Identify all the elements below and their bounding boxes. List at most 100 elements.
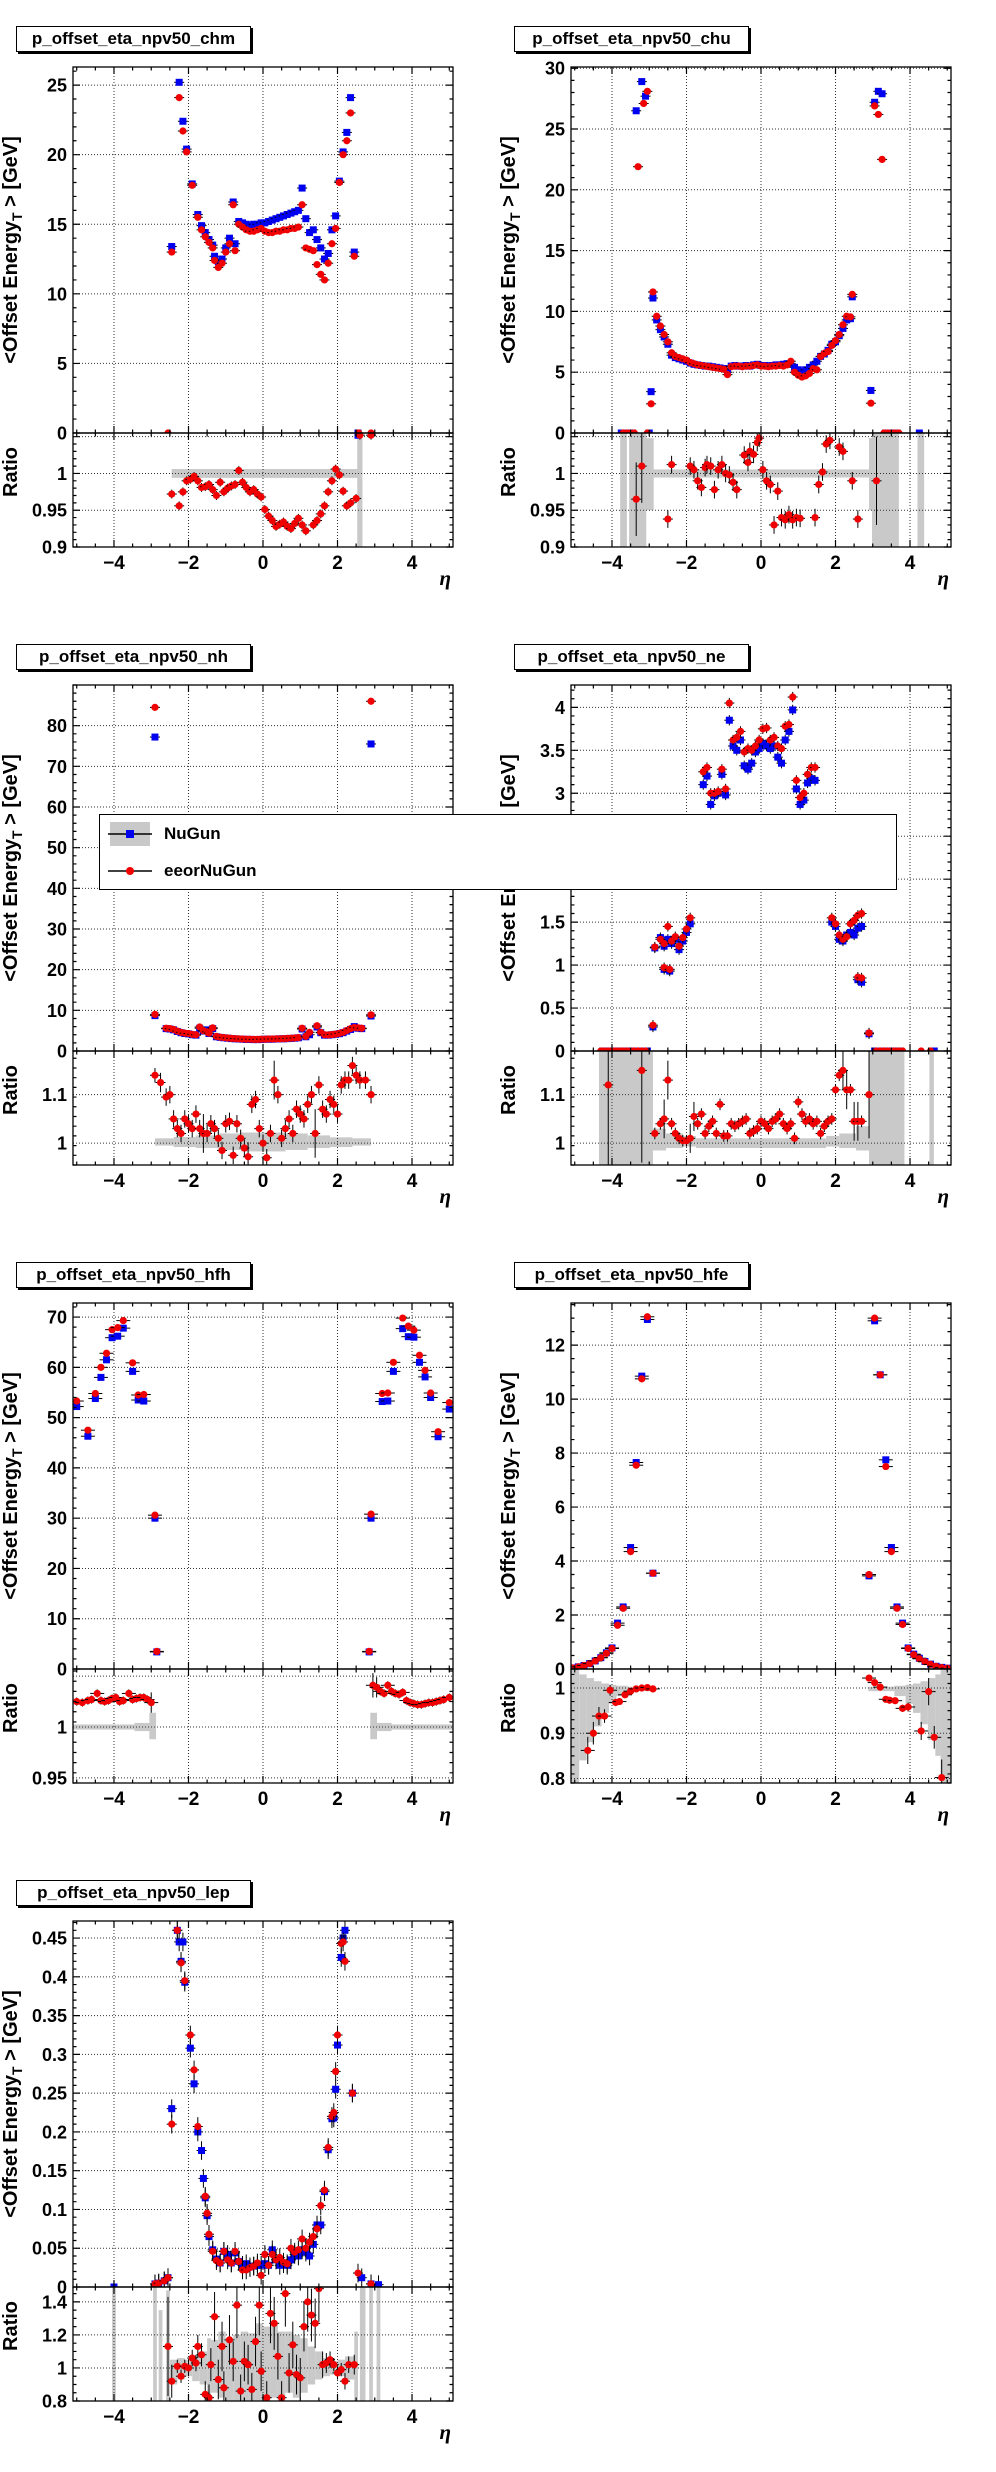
svg-text:0: 0: [57, 1660, 67, 1680]
svg-text:−2: −2: [676, 553, 698, 574]
svg-text:50: 50: [47, 838, 67, 858]
svg-text:70: 70: [47, 757, 67, 777]
svg-text:50: 50: [47, 1408, 67, 1428]
svg-text:10: 10: [47, 284, 67, 304]
svg-text:10: 10: [47, 1609, 67, 1629]
svg-text:30: 30: [47, 1509, 67, 1529]
svg-text:0: 0: [258, 1789, 269, 1810]
svg-text:0.8: 0.8: [42, 2392, 67, 2412]
svg-text:70: 70: [47, 1308, 67, 1328]
svg-text:1: 1: [555, 1679, 565, 1699]
svg-text:30: 30: [545, 59, 565, 79]
ratio-series-points: [166, 433, 377, 536]
svg-text:1.1: 1.1: [540, 1085, 565, 1105]
svg-text:0: 0: [258, 2407, 269, 2428]
svg-text:−2: −2: [178, 553, 200, 574]
ratio-error-bands: [598, 1051, 934, 1165]
svg-text:0.8: 0.8: [540, 1769, 565, 1789]
svg-text:η: η: [937, 1184, 949, 1208]
legend-label-eeornugun: eeorNuGun: [164, 860, 257, 880]
svg-text:1: 1: [555, 956, 565, 976]
svg-text:3: 3: [555, 784, 565, 804]
svg-text:−4: −4: [103, 553, 125, 574]
svg-text:4: 4: [555, 698, 565, 718]
plot-title-chm: p_offset_eta_npv50_chm: [16, 26, 251, 52]
plot-title-chu-text: p_offset_eta_npv50_chu: [532, 29, 731, 48]
svg-text:0.95: 0.95: [32, 501, 67, 521]
svg-text:1.1: 1.1: [42, 1085, 67, 1105]
svg-text:25: 25: [47, 76, 67, 96]
svg-text:0: 0: [555, 1660, 565, 1680]
ratio-series-points: [73, 1673, 453, 1713]
ratio-series-points: [580, 1674, 949, 1783]
svg-text:<Offset EnergyT > [GeV]: <Offset EnergyT > [GeV]: [0, 1990, 25, 2218]
svg-text:0.2: 0.2: [42, 2122, 67, 2142]
plot-cell-nh: 0 10 20 30 40 50 60 70 80 1 1.1 −4 −2 0 2 4 η <Offset Ene…: [0, 618, 498, 1236]
svg-text:0.95: 0.95: [32, 1768, 67, 1788]
svg-text:0.25: 0.25: [32, 2084, 67, 2104]
svg-text:40: 40: [47, 1458, 67, 1478]
chart-chu: 0 5 10 15 20 25 30 0.9 0.95 1 −4 −2 0 2 4η <Offset Ener…: [498, 59, 952, 590]
svg-text:−4: −4: [601, 1171, 623, 1192]
plot-title-hfh: p_offset_eta_npv50_hfh: [16, 1262, 251, 1288]
svg-text:4: 4: [407, 1171, 418, 1192]
gridlines: [73, 1303, 453, 1783]
svg-text:Ratio: Ratio: [0, 447, 22, 497]
axis-labels: 0 5 10 15 20 25 30 0.9 0.95 1 −4 −2 0 2 4η <Offset Ener…: [498, 59, 949, 590]
svg-text:Ratio: Ratio: [498, 1065, 520, 1115]
svg-text:8: 8: [555, 1444, 565, 1464]
svg-text:4: 4: [905, 1171, 916, 1192]
gridlines: [73, 1921, 453, 2401]
svg-text:−2: −2: [178, 2407, 200, 2428]
svg-text:−4: −4: [103, 1789, 125, 1810]
axes: [570, 1302, 952, 1784]
main-series-points: [595, 691, 940, 1051]
svg-text:60: 60: [47, 1358, 67, 1378]
svg-text:12: 12: [545, 1336, 565, 1356]
svg-text:10: 10: [545, 1390, 565, 1410]
chart-hfh: 0 10 20 30 40 50 60 70 0.95 1 −4 −2 0 2 4η <Offset Ener…: [0, 1302, 454, 1826]
legend-entry-nugun: NuGun: [108, 815, 221, 852]
plot-title-hfe: p_offset_eta_npv50_hfe: [514, 1262, 749, 1288]
plot-title-nh-text: p_offset_eta_npv50_nh: [39, 647, 228, 666]
svg-text:η: η: [439, 2420, 451, 2444]
svg-text:1.2: 1.2: [42, 2325, 67, 2345]
svg-text:0.4: 0.4: [42, 1967, 67, 1987]
svg-text:2: 2: [332, 2407, 343, 2428]
svg-text:0.3: 0.3: [42, 2045, 67, 2065]
svg-text:−2: −2: [676, 1171, 698, 1192]
ratio-error-bands: [171, 433, 363, 547]
svg-text:Ratio: Ratio: [498, 447, 520, 497]
svg-text:4: 4: [905, 1789, 916, 1810]
plot-title-ne-text: p_offset_eta_npv50_ne: [537, 647, 726, 666]
svg-text:η: η: [937, 1802, 949, 1826]
svg-text:−4: −4: [601, 553, 623, 574]
svg-text:2: 2: [332, 553, 343, 574]
svg-text:Ratio: Ratio: [0, 1683, 22, 1733]
plot-title-lep-text: p_offset_eta_npv50_lep: [37, 1883, 230, 1902]
gridlines: [571, 1303, 951, 1783]
eeornugun-marker-icon: [108, 856, 152, 886]
svg-text:<Offset EnergyT > [GeV]: <Offset EnergyT > [GeV]: [0, 754, 25, 982]
svg-text:−4: −4: [103, 1171, 125, 1192]
svg-text:0: 0: [258, 1171, 269, 1192]
svg-text:4: 4: [407, 553, 418, 574]
svg-text:0.05: 0.05: [32, 2239, 67, 2259]
svg-text:20: 20: [545, 180, 565, 200]
svg-text:1: 1: [555, 1134, 565, 1154]
main-series-points: [73, 1314, 453, 1656]
svg-text:30: 30: [47, 920, 67, 940]
svg-text:0.9: 0.9: [540, 1724, 565, 1744]
axes: [570, 66, 952, 548]
svg-text:0: 0: [756, 553, 767, 574]
svg-text:<Offset EnergyT > [GeV]: <Offset EnergyT > [GeV]: [498, 1372, 523, 1600]
svg-text:1: 1: [57, 1718, 67, 1738]
plot-title-hfe-text: p_offset_eta_npv50_hfe: [534, 1265, 729, 1284]
ratio-error-bands: [571, 1669, 951, 1783]
svg-text:2: 2: [830, 553, 841, 574]
svg-text:0: 0: [258, 553, 269, 574]
svg-text:15: 15: [545, 241, 565, 261]
svg-text:15: 15: [47, 215, 67, 235]
svg-text:Ratio: Ratio: [498, 1683, 520, 1733]
